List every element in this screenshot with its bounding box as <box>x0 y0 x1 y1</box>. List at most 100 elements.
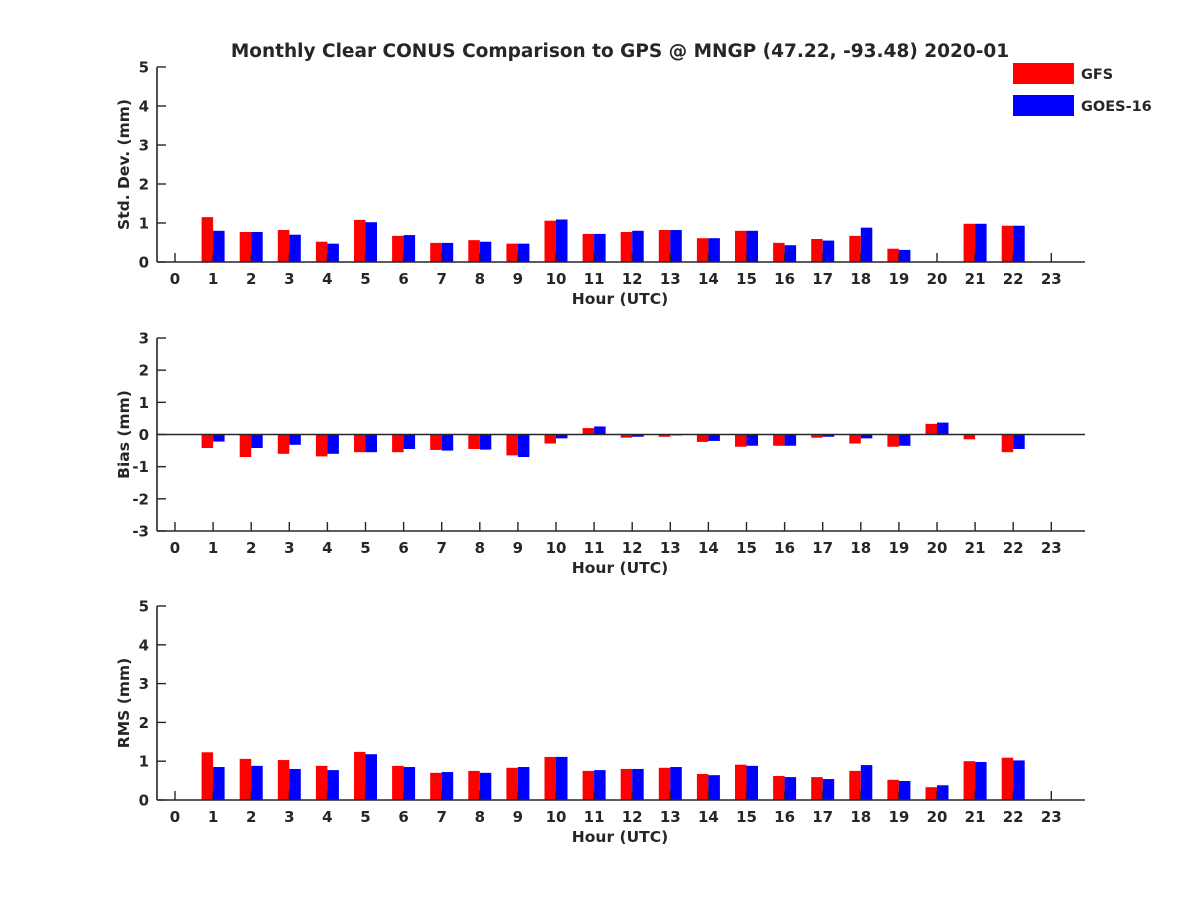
bar-goes-16-hour-12 <box>632 230 644 262</box>
y-tick-label: 0 <box>139 426 149 444</box>
bar-gfs-hour-20 <box>925 787 937 800</box>
y-axis-label: RMS (mm) <box>115 658 133 748</box>
x-tick-label: 20 <box>927 539 948 557</box>
x-tick-label: 1 <box>208 808 218 826</box>
bar-gfs-hour-3 <box>277 760 290 800</box>
x-tick-label: 21 <box>965 539 986 557</box>
bar-gfs-hour-16 <box>773 242 785 262</box>
x-tick-label: 10 <box>546 808 567 826</box>
x-tick-label: 8 <box>475 808 485 826</box>
y-axis-label: Std. Dev. (mm) <box>115 99 133 230</box>
x-tick-label: 23 <box>1041 270 1062 288</box>
bar-goes-16-hour-21 <box>975 761 987 800</box>
bar-gfs-hour-8 <box>468 240 480 262</box>
x-tick-label: 6 <box>398 539 408 557</box>
legend-label-goes-16: GOES-16 <box>1081 99 1152 115</box>
bar-gfs-hour-15 <box>735 230 747 262</box>
x-tick-label: 15 <box>736 270 757 288</box>
x-tick-label: 22 <box>1003 270 1024 288</box>
x-tick-label: 4 <box>322 539 332 557</box>
y-tick-label: 3 <box>139 675 149 693</box>
x-tick-label: 15 <box>736 539 757 557</box>
x-tick-label: 0 <box>170 270 180 288</box>
bar-gfs-hour-2 <box>239 231 252 262</box>
bar-goes-16-hour-2 <box>251 434 263 449</box>
x-tick-label: 16 <box>774 808 795 826</box>
bar-goes-16-hour-13 <box>670 230 682 262</box>
x-axis-label: Hour (UTC) <box>572 828 668 846</box>
bar-gfs-hour-11 <box>582 233 595 262</box>
legend-swatch-goes-16 <box>1013 95 1074 116</box>
bar-goes-16-hour-19 <box>898 434 911 446</box>
bar-goes-16-hour-6 <box>403 767 416 800</box>
x-tick-label: 14 <box>698 539 719 557</box>
bar-gfs-hour-14 <box>696 774 709 800</box>
bar-gfs-hour-12 <box>620 434 633 438</box>
bar-goes-16-hour-1 <box>213 230 225 262</box>
bar-goes-16-hour-12 <box>632 434 644 437</box>
x-tick-label: 18 <box>850 270 871 288</box>
bar-goes-16-hour-16 <box>784 434 797 446</box>
bar-goes-16-hour-11 <box>594 426 606 435</box>
y-tick-label: 3 <box>139 137 149 155</box>
x-tick-label: 16 <box>774 539 795 557</box>
bar-gfs-hour-18 <box>849 434 861 444</box>
bar-goes-16-hour-18 <box>860 434 873 439</box>
bar-goes-16-hour-4 <box>327 434 339 454</box>
x-tick-label: 3 <box>284 808 294 826</box>
bar-gfs-hour-15 <box>735 434 747 447</box>
bar-gfs-hour-7 <box>430 434 442 450</box>
y-tick-label: 4 <box>139 98 149 116</box>
x-tick-label: 21 <box>965 270 986 288</box>
x-tick-label: 11 <box>584 270 605 288</box>
bar-goes-16-hour-20 <box>937 785 949 800</box>
bar-gfs-hour-11 <box>582 428 595 435</box>
bar-gfs-hour-15 <box>735 764 747 800</box>
bar-goes-16-hour-18 <box>860 227 873 262</box>
x-tick-label: 2 <box>246 539 256 557</box>
x-tick-label: 5 <box>360 539 370 557</box>
x-tick-label: 18 <box>850 539 871 557</box>
bar-gfs-hour-16 <box>773 775 785 800</box>
x-tick-label: 5 <box>360 270 370 288</box>
bar-gfs-hour-22 <box>1001 434 1014 453</box>
bar-goes-16-hour-11 <box>594 770 606 800</box>
bar-gfs-hour-2 <box>239 434 252 458</box>
bar-gfs-hour-18 <box>849 235 861 262</box>
x-tick-label: 11 <box>584 808 605 826</box>
bar-gfs-hour-9 <box>506 434 518 456</box>
bar-goes-16-hour-11 <box>594 233 606 262</box>
x-tick-label: 12 <box>622 808 643 826</box>
x-tick-label: 0 <box>170 808 180 826</box>
bar-gfs-hour-7 <box>430 772 442 800</box>
bar-gfs-hour-5 <box>354 434 366 453</box>
bar-goes-16-hour-15 <box>746 434 758 446</box>
x-tick-label: 14 <box>698 808 719 826</box>
bar-goes-16-hour-6 <box>403 434 416 449</box>
bar-gfs-hour-11 <box>582 770 595 800</box>
bar-gfs-hour-3 <box>277 230 290 262</box>
bar-gfs-hour-4 <box>315 765 328 800</box>
bar-goes-16-hour-15 <box>746 765 758 800</box>
y-tick-label: 4 <box>139 636 149 654</box>
x-tick-label: 2 <box>246 270 256 288</box>
x-tick-label: 11 <box>584 539 605 557</box>
y-tick-label: 2 <box>139 714 149 732</box>
bar-gfs-hour-12 <box>620 231 633 262</box>
bar-gfs-hour-8 <box>468 770 480 800</box>
y-tick-label: 1 <box>139 215 149 233</box>
x-tick-label: 21 <box>965 808 986 826</box>
y-axis-label: Bias (mm) <box>115 390 133 479</box>
bar-gfs-hour-19 <box>887 248 899 262</box>
bar-gfs-hour-19 <box>887 779 899 800</box>
bar-goes-16-hour-7 <box>441 434 454 451</box>
bar-gfs-hour-6 <box>392 235 404 262</box>
bar-gfs-hour-17 <box>811 238 823 262</box>
x-tick-label: 13 <box>660 270 681 288</box>
bar-goes-16-hour-22 <box>1013 225 1025 262</box>
x-tick-label: 22 <box>1003 539 1024 557</box>
bar-goes-16-hour-15 <box>746 230 758 262</box>
x-tick-label: 0 <box>170 539 180 557</box>
